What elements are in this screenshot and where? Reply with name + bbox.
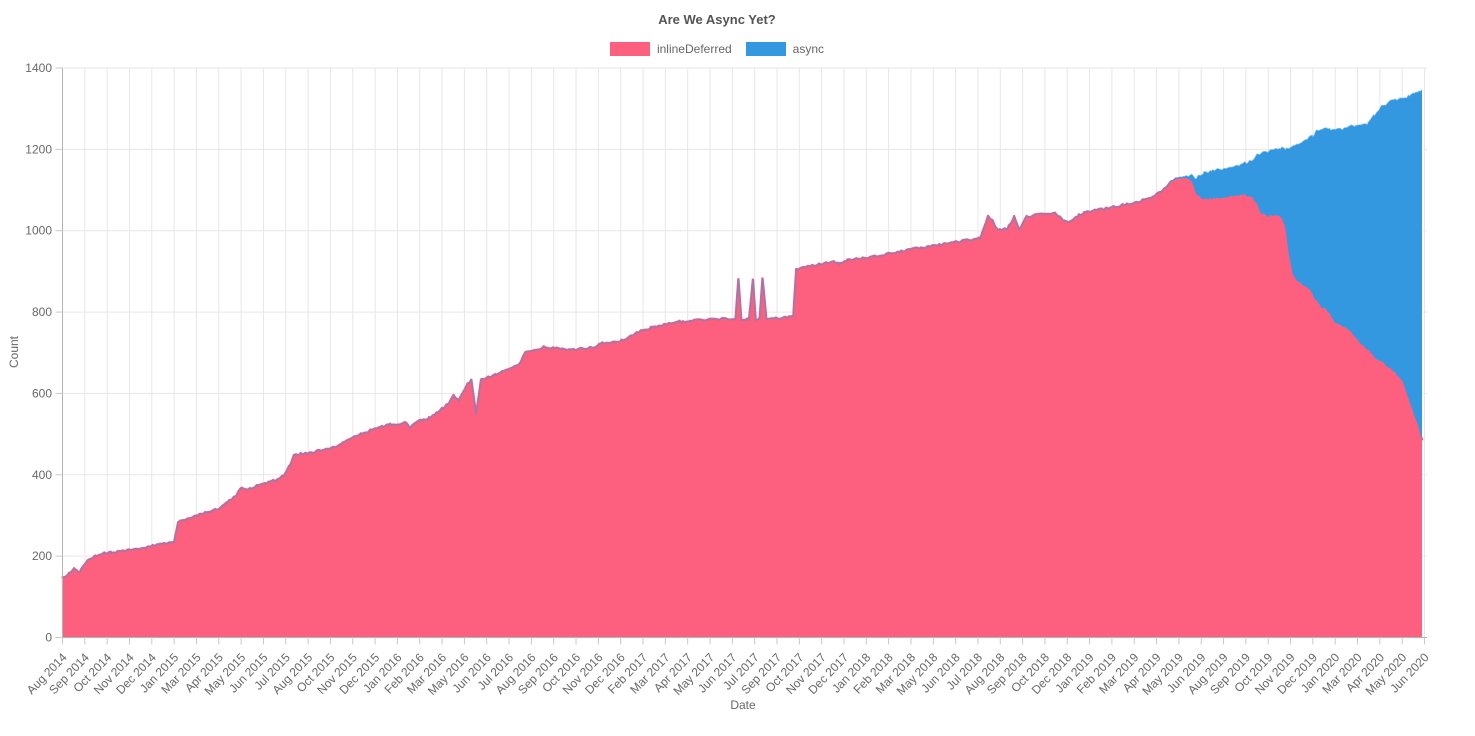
legend-item-inlineDeferred[interactable]: inlineDeferred xyxy=(609,42,732,56)
legend: inlineDeferred async xyxy=(0,42,1434,56)
legend-label-inlineDeferred: inlineDeferred xyxy=(656,42,732,56)
y-tick-label: 1000 xyxy=(25,224,52,238)
legend-label-async: async xyxy=(792,42,825,56)
series-inlineDeferred-area xyxy=(61,176,1424,638)
tick-marks xyxy=(55,67,1425,645)
y-tick-label: 400 xyxy=(32,468,52,482)
y-tick-label: 1200 xyxy=(25,142,52,156)
series-async-area xyxy=(62,89,1423,578)
y-tick-label: 800 xyxy=(32,305,52,319)
y-tick-labels: 0 200 400 600 800 1000 1200 1400 xyxy=(25,61,52,645)
y-tick-label: 600 xyxy=(32,386,52,400)
y-tick-label: 1400 xyxy=(25,61,52,75)
legend-item-async[interactable]: async xyxy=(745,42,825,56)
legend-swatch-inlineDeferred xyxy=(609,42,650,56)
chart-title: Are We Async Yet? xyxy=(658,12,776,27)
y-tick-label: 200 xyxy=(32,549,52,563)
legend-swatch-async xyxy=(745,42,786,56)
x-axis-title: Date xyxy=(730,698,756,712)
y-tick-label: 0 xyxy=(45,631,52,645)
